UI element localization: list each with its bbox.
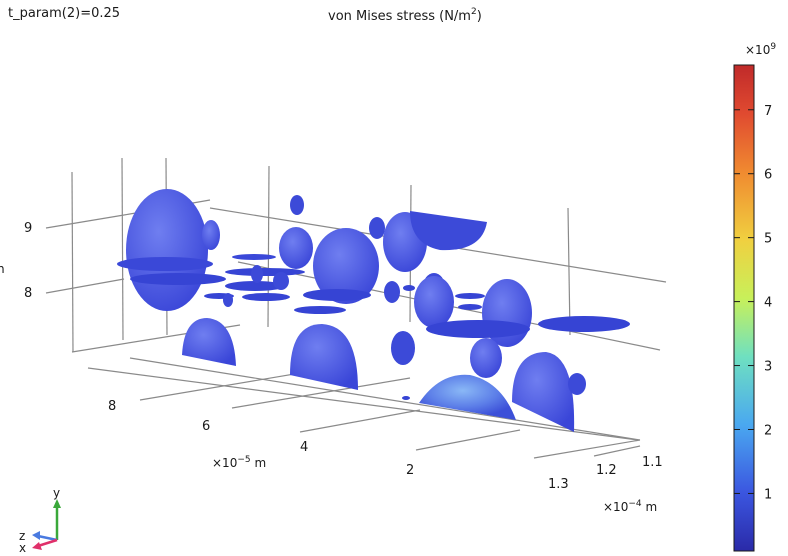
slice-halfdisc <box>290 324 358 390</box>
x-tick-label: 1.2 <box>596 463 617 478</box>
slice-halfdisc <box>419 374 516 420</box>
slice-halfdisc <box>182 318 236 366</box>
y-tick-label: 8 <box>108 399 116 414</box>
triad-y-label: y <box>53 486 60 500</box>
y-tick-label: 4 <box>300 440 308 455</box>
colorbar <box>733 64 755 552</box>
stress-slices <box>117 189 630 432</box>
slice-halfdisc <box>410 211 487 251</box>
colorbar-tick-label: 1 <box>764 487 772 502</box>
x-axis-ticks: 1.1 1.2 1.3 <box>548 455 663 492</box>
slice-flat <box>458 304 482 310</box>
z-tick-label: 9 <box>24 221 32 236</box>
y-axis-unit-label: ×10−5 m <box>212 455 266 470</box>
slice-disc <box>273 272 289 290</box>
slice-flat <box>117 257 213 271</box>
colorbar-tick-label: 6 <box>764 168 772 183</box>
colorbar-ticks: 1 2 3 4 5 6 7 <box>734 104 772 502</box>
slice-disc <box>279 227 313 269</box>
slice-flat <box>455 293 485 299</box>
slice-flat <box>403 285 415 291</box>
parameter-label: t_param(2)=0.25 <box>8 6 120 21</box>
colorbar-tick-label: 2 <box>764 424 772 439</box>
slice-disc <box>470 338 502 378</box>
slice-disc <box>391 331 415 365</box>
z-axis-label: n <box>0 262 5 276</box>
colorbar-multiplier: ×109 <box>745 42 776 57</box>
colorbar-tick-label: 3 <box>764 360 772 375</box>
slice-disc <box>568 373 586 395</box>
axis-triad: y z x <box>19 486 61 555</box>
y-tick-label: 2 <box>406 463 414 478</box>
slice-flat <box>303 289 371 301</box>
y-tick-label: 6 <box>202 419 210 434</box>
slice-flat <box>426 320 530 338</box>
triad-z-label: z <box>19 529 25 543</box>
slice-disc <box>251 265 263 283</box>
slice-flat <box>225 281 285 291</box>
slice-disc <box>414 276 454 328</box>
slice-disc <box>223 293 233 307</box>
slice-flat <box>232 254 276 260</box>
colorbar-tick-label: 5 <box>764 232 772 247</box>
x-tick-label: 1.1 <box>642 455 663 470</box>
slice-disc <box>126 189 208 311</box>
grid-lines <box>45 157 667 459</box>
slice-flat <box>538 316 630 332</box>
plot-title: von Mises stress (N/m2) <box>328 7 482 24</box>
x-tick-label: 1.3 <box>548 477 569 492</box>
slice-disc <box>313 228 379 304</box>
x-axis-unit-label: ×10−4 m <box>603 499 657 514</box>
slice-flat <box>402 396 410 400</box>
triad-x-label: x <box>19 541 26 555</box>
slice-disc <box>369 217 385 239</box>
z-axis-ticks: 98 <box>24 221 32 301</box>
slice-flat <box>225 268 305 276</box>
y-axis-ticks: 8 6 4 2 <box>108 399 414 478</box>
slice-disc <box>384 281 400 303</box>
colorbar-tick-label: 4 <box>764 296 772 311</box>
slice-flat <box>294 306 346 314</box>
slice-disc <box>290 195 304 215</box>
colorbar-tick-label: 7 <box>764 104 772 119</box>
slice-halfdisc <box>512 352 575 432</box>
z-tick-label: 8 <box>24 286 32 301</box>
slice-flat <box>242 293 290 301</box>
slice-flat <box>130 273 226 285</box>
slice-disc <box>202 220 220 250</box>
